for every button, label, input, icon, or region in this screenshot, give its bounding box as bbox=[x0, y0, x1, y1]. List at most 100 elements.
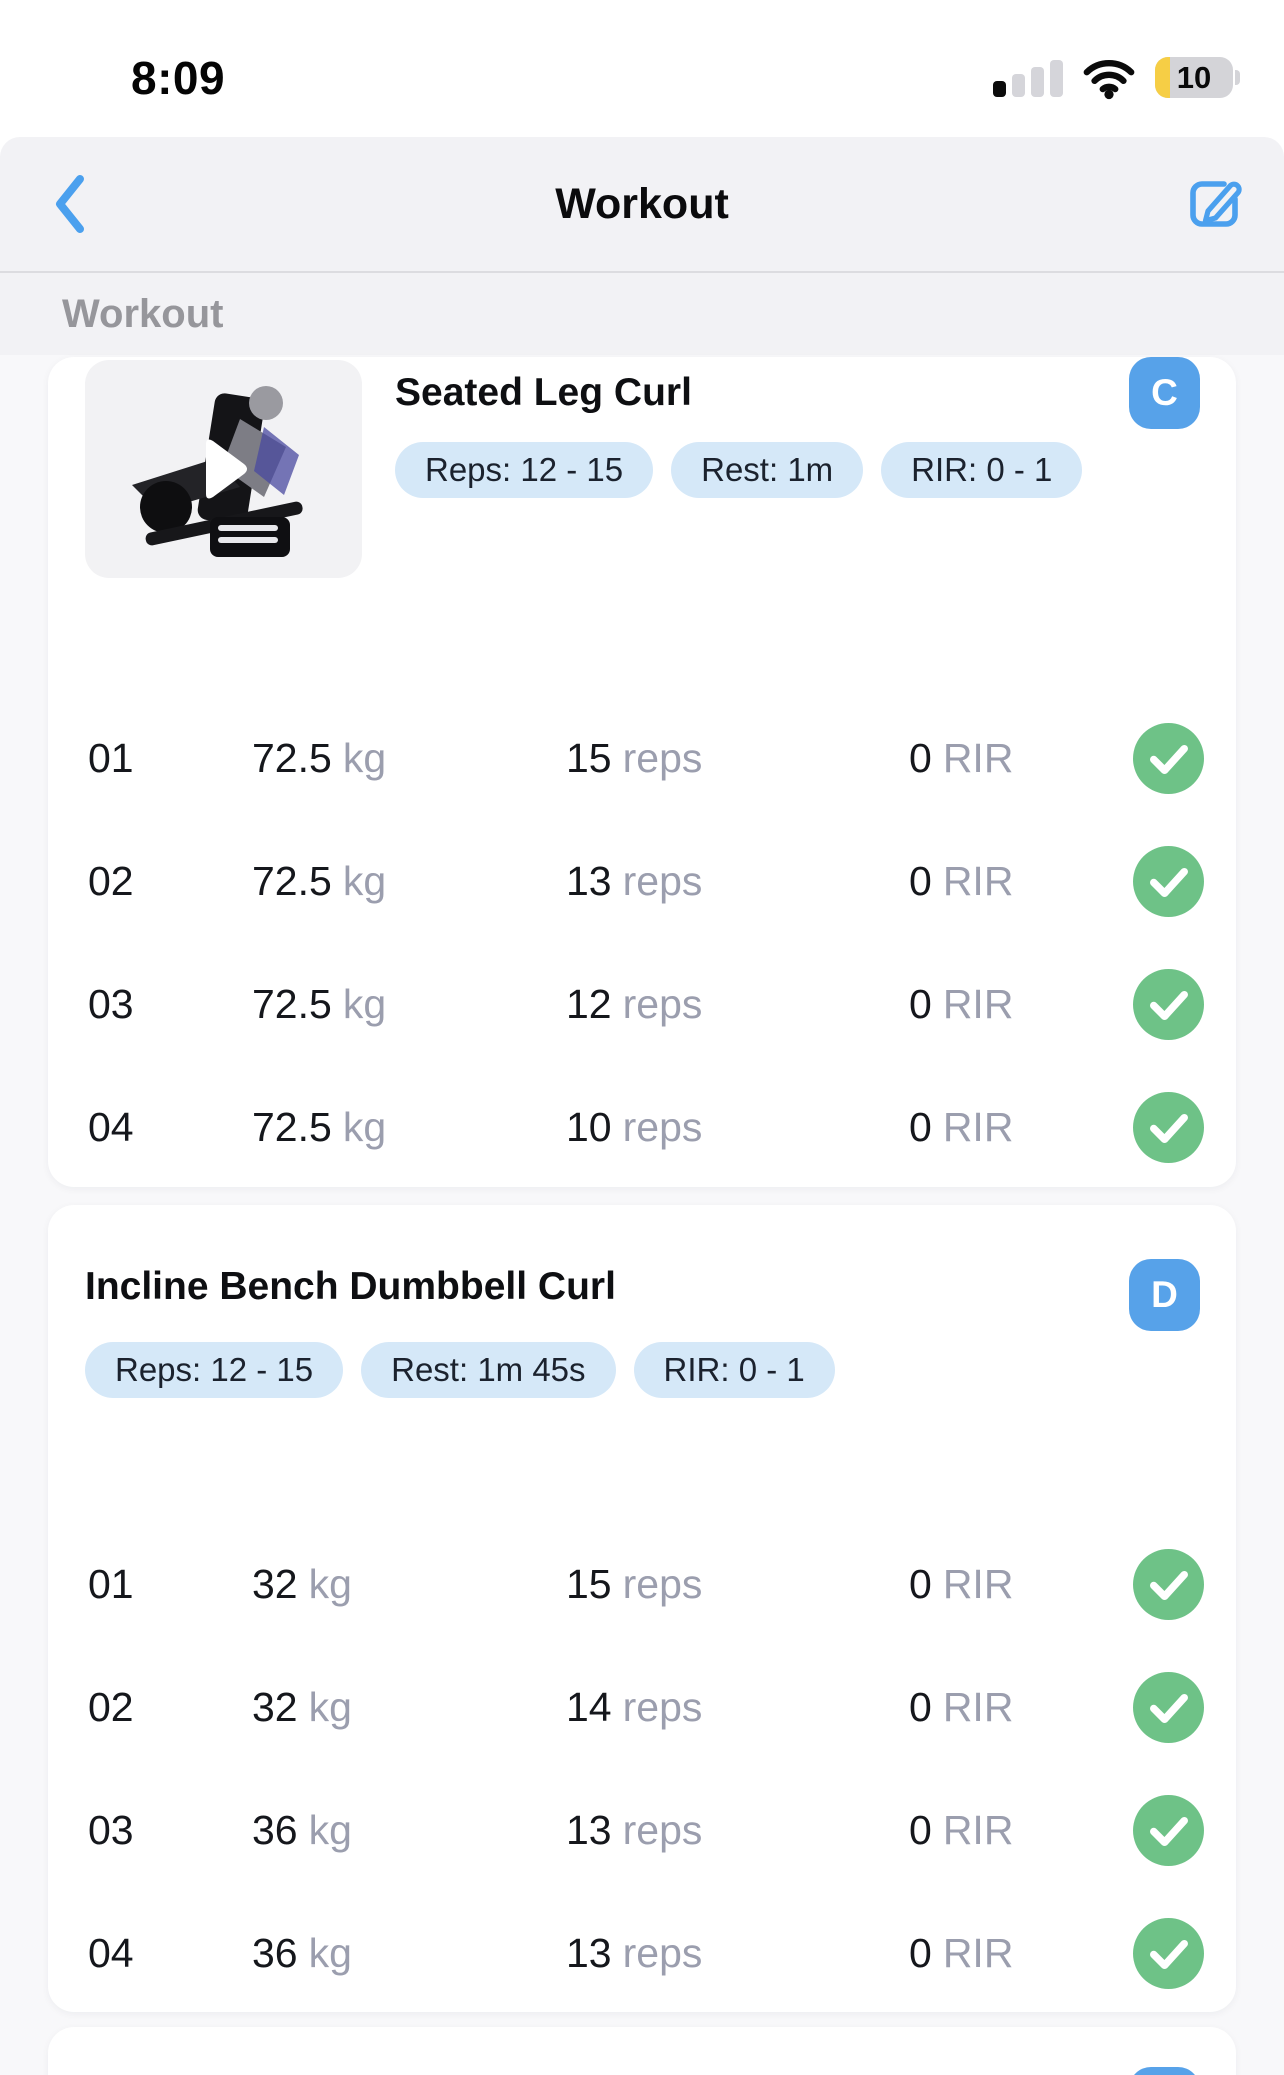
set-rir-unit: RIR bbox=[942, 1104, 1014, 1150]
set-number: 04 bbox=[88, 1104, 134, 1150]
set-complete-check-icon[interactable] bbox=[1133, 1092, 1204, 1163]
set-rir-value: 0 bbox=[909, 1561, 932, 1607]
set-weight: 36 kg bbox=[252, 1807, 566, 1854]
set-row[interactable]: 03 72.5 kg 12 reps 0 RIR bbox=[48, 943, 1236, 1066]
set-reps: 14 reps bbox=[566, 1684, 909, 1731]
set-rir-unit: RIR bbox=[942, 1930, 1014, 1976]
set-reps: 10 reps bbox=[566, 1104, 909, 1151]
set-rir: 0 RIR bbox=[909, 735, 1133, 782]
set-rir-unit: RIR bbox=[942, 735, 1014, 781]
exercise-group-badge: C bbox=[1129, 357, 1200, 429]
set-reps: 13 reps bbox=[566, 858, 909, 905]
set-weight: 72.5 kg bbox=[252, 981, 566, 1028]
status-icons: 10 bbox=[993, 56, 1240, 100]
set-reps: 13 reps bbox=[566, 1930, 909, 1977]
set-rir-value: 0 bbox=[909, 981, 932, 1027]
set-rir-value: 0 bbox=[909, 735, 932, 781]
next-exercise-card-peek bbox=[48, 2027, 1236, 2075]
set-complete-check-icon[interactable] bbox=[1133, 1549, 1204, 1620]
battery-indicator: 10 bbox=[1155, 57, 1240, 98]
exercise-card-incline-bench-dumbbell-curl: Incline Bench Dumbbell Curl D Reps: 12 -… bbox=[48, 1205, 1236, 2012]
set-row[interactable]: 03 36 kg 13 reps 0 RIR bbox=[48, 1769, 1236, 1892]
set-reps: 13 reps bbox=[566, 1807, 909, 1854]
set-weight: 32 kg bbox=[252, 1684, 566, 1731]
set-rir: 0 RIR bbox=[909, 1930, 1133, 1977]
set-reps-unit: reps bbox=[622, 1684, 703, 1730]
next-exercise-badge-peek bbox=[1129, 2067, 1200, 2075]
set-row[interactable]: 02 32 kg 14 reps 0 RIR bbox=[48, 1646, 1236, 1769]
set-reps-unit: reps bbox=[622, 858, 703, 904]
section-header: Workout bbox=[0, 273, 1284, 355]
set-reps-value: 12 bbox=[566, 981, 612, 1027]
page-title: Workout bbox=[555, 179, 729, 228]
set-reps-unit: reps bbox=[622, 735, 703, 781]
set-rir: 0 RIR bbox=[909, 1104, 1133, 1151]
set-row[interactable]: 01 72.5 kg 15 reps 0 RIR bbox=[48, 697, 1236, 820]
set-complete-check-icon[interactable] bbox=[1133, 1672, 1204, 1743]
exercise-param-chip: Rest: 1m bbox=[671, 442, 864, 498]
set-rir-value: 0 bbox=[909, 1684, 932, 1730]
status-time: 8:09 bbox=[131, 51, 226, 104]
set-reps-unit: reps bbox=[622, 1561, 703, 1607]
battery-fill-yellow bbox=[1155, 57, 1170, 98]
status-bar: 8:09 10 bbox=[0, 0, 1284, 137]
set-number: 02 bbox=[88, 858, 134, 904]
set-weight-value: 72.5 bbox=[252, 735, 332, 781]
cellular-signal-icon bbox=[993, 59, 1063, 97]
set-weight-unit: kg bbox=[308, 1684, 352, 1730]
set-rir-unit: RIR bbox=[942, 1684, 1014, 1730]
set-reps-value: 15 bbox=[566, 735, 612, 781]
set-number: 01 bbox=[88, 1561, 134, 1607]
set-reps-unit: reps bbox=[622, 1807, 703, 1853]
set-weight: 72.5 kg bbox=[252, 1104, 566, 1151]
battery-percent: 10 bbox=[1176, 59, 1212, 95]
set-row[interactable]: 01 32 kg 15 reps 0 RIR bbox=[48, 1523, 1236, 1646]
sets-list: 01 72.5 kg 15 reps 0 RIR bbox=[48, 697, 1236, 1189]
set-rir-value: 0 bbox=[909, 1104, 932, 1150]
set-complete-check-icon[interactable] bbox=[1133, 846, 1204, 917]
sets-list: 01 32 kg 15 reps 0 RIR bbox=[48, 1523, 1236, 2015]
set-complete-check-icon[interactable] bbox=[1133, 1918, 1204, 1989]
set-rir-unit: RIR bbox=[942, 1561, 1014, 1607]
set-rir-unit: RIR bbox=[942, 1807, 1014, 1853]
set-number: 04 bbox=[88, 1930, 134, 1976]
set-row[interactable]: 04 36 kg 13 reps 0 RIR bbox=[48, 1892, 1236, 2015]
set-reps: 15 reps bbox=[566, 735, 909, 782]
set-row[interactable]: 04 72.5 kg 10 reps 0 RIR bbox=[48, 1066, 1236, 1189]
set-number: 01 bbox=[88, 735, 134, 781]
section-label: Workout bbox=[62, 291, 224, 336]
back-button[interactable] bbox=[52, 173, 86, 235]
exercise-param-chip: Reps: 12 - 15 bbox=[85, 1342, 344, 1398]
set-reps-unit: reps bbox=[622, 1104, 703, 1150]
set-reps-unit: reps bbox=[622, 981, 703, 1027]
set-rir: 0 RIR bbox=[909, 1561, 1133, 1608]
set-complete-check-icon[interactable] bbox=[1133, 969, 1204, 1040]
set-row[interactable]: 02 72.5 kg 13 reps 0 RIR bbox=[48, 820, 1236, 943]
set-reps-value: 13 bbox=[566, 1930, 612, 1976]
set-weight-value: 32 bbox=[252, 1684, 298, 1730]
set-rir-value: 0 bbox=[909, 1807, 932, 1853]
edit-workout-button[interactable] bbox=[1186, 177, 1244, 231]
set-weight: 72.5 kg bbox=[252, 735, 566, 782]
set-reps-value: 14 bbox=[566, 1684, 612, 1730]
set-reps-unit: reps bbox=[622, 1930, 703, 1976]
set-weight-value: 72.5 bbox=[252, 981, 332, 1027]
set-weight-unit: kg bbox=[342, 735, 387, 781]
set-rir: 0 RIR bbox=[909, 1684, 1133, 1731]
exercise-param-chip: Reps: 12 - 15 bbox=[395, 442, 654, 498]
exercise-video-thumbnail[interactable] bbox=[85, 360, 362, 578]
play-icon bbox=[197, 435, 251, 503]
set-reps-value: 13 bbox=[566, 858, 612, 904]
set-weight-unit: kg bbox=[342, 858, 387, 904]
set-complete-check-icon[interactable] bbox=[1133, 723, 1204, 794]
set-reps-value: 10 bbox=[566, 1104, 612, 1150]
set-number: 03 bbox=[88, 981, 134, 1027]
set-rir-unit: RIR bbox=[942, 981, 1014, 1027]
set-rir-value: 0 bbox=[909, 858, 932, 904]
exercise-param-chip: RIR: 0 - 1 bbox=[633, 1342, 835, 1398]
set-weight: 36 kg bbox=[252, 1930, 566, 1977]
set-rir: 0 RIR bbox=[909, 1807, 1133, 1854]
set-weight-value: 72.5 bbox=[252, 1104, 332, 1150]
exercise-param-chips: Reps: 12 - 15 Rest: 1m 45s RIR: 0 - 1 bbox=[85, 1342, 835, 1398]
set-complete-check-icon[interactable] bbox=[1133, 1795, 1204, 1866]
